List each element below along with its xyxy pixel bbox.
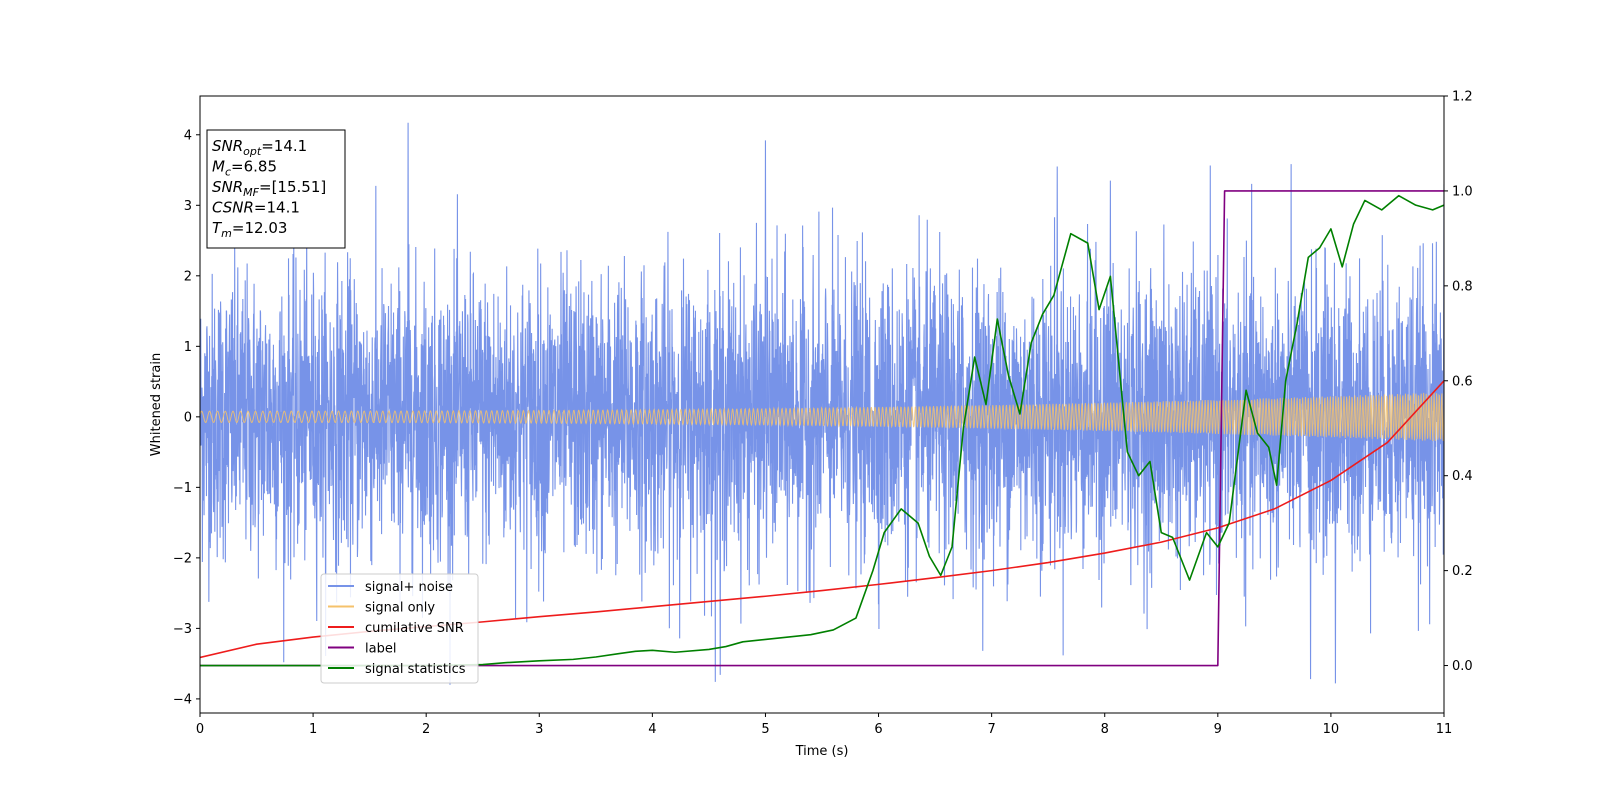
legend-label: label bbox=[365, 642, 396, 657]
series-label-line bbox=[200, 190, 1444, 667]
axes: 0 1 2 3 4 5 6 7 8 9 10 11 −4 −3 −2 −1 0 1 2 3 4 0.0 0.2 0.4 0.6 0… bbox=[173, 90, 1473, 738]
x-tick-label: 2 bbox=[422, 722, 430, 737]
y-axis-label: Whitened strain bbox=[149, 353, 164, 456]
y-left-tick-label: 2 bbox=[184, 269, 192, 284]
series-signal-statistics-line bbox=[200, 194, 1444, 667]
x-tick-label: 7 bbox=[987, 722, 995, 737]
x-tick-label: 11 bbox=[1436, 722, 1453, 737]
series-signal-noise-line bbox=[200, 122, 1444, 685]
y-left-tick-label: −3 bbox=[173, 622, 192, 637]
y-right-tick-label: 1.2 bbox=[1452, 90, 1473, 105]
annotation-box: SNRopt=14.1Mc=6.85SNRMF=[15.51]CSNR=14.1… bbox=[206, 129, 346, 249]
y-right-tick-label: 0.2 bbox=[1452, 564, 1473, 579]
y-left-tick-label: 3 bbox=[184, 199, 192, 214]
y-right-tick-label: 1.0 bbox=[1452, 184, 1473, 199]
x-axis-label: Time (s) bbox=[795, 744, 849, 759]
annotation-line: Mc=6.85 bbox=[212, 158, 277, 179]
annotation-line: SNRMF=[15.51] bbox=[212, 178, 326, 199]
y-right-tick-label: 0.8 bbox=[1452, 279, 1473, 294]
legend: signal+ noise signal only cumilative SNR la… bbox=[320, 573, 479, 684]
y-left-tick-label: 1 bbox=[184, 340, 192, 355]
legend-label: cumilative SNR bbox=[365, 621, 464, 636]
y-left-tick-label: 0 bbox=[184, 410, 192, 425]
x-tick-label: 9 bbox=[1214, 722, 1222, 737]
legend-frame bbox=[320, 573, 479, 684]
legend-label: signal statistics bbox=[365, 662, 466, 677]
annotation-line: SNRopt=14.1 bbox=[212, 137, 307, 158]
legend-label: signal+ noise bbox=[365, 580, 453, 595]
y-left-tick-label: 4 bbox=[184, 128, 192, 143]
y-right-tick-label: 0.6 bbox=[1452, 374, 1473, 389]
x-tick-label: 8 bbox=[1101, 722, 1109, 737]
y-left-tick-label: −1 bbox=[173, 481, 192, 496]
y-left-tick-label: −2 bbox=[173, 551, 192, 566]
annotation-line: CSNR=14.1 bbox=[212, 199, 300, 217]
x-tick-label: 5 bbox=[761, 722, 769, 737]
plot-frame bbox=[199, 95, 1445, 714]
legend-label: signal only bbox=[365, 601, 435, 616]
annotation-line: Tm=12.03 bbox=[212, 219, 287, 240]
x-tick-label: 6 bbox=[874, 722, 882, 737]
x-tick-label: 10 bbox=[1323, 722, 1340, 737]
y-left-tick-label: −4 bbox=[173, 692, 192, 707]
y-right-tick-label: 0.4 bbox=[1452, 469, 1473, 484]
x-tick-label: 0 bbox=[196, 722, 204, 737]
x-tick-label: 4 bbox=[648, 722, 656, 737]
series-signal-only-line bbox=[200, 392, 1444, 442]
annotation-box-frame bbox=[206, 129, 346, 249]
x-tick-label: 3 bbox=[535, 722, 543, 737]
x-tick-label: 1 bbox=[309, 722, 317, 737]
y-right-tick-label: 0.0 bbox=[1452, 659, 1473, 674]
